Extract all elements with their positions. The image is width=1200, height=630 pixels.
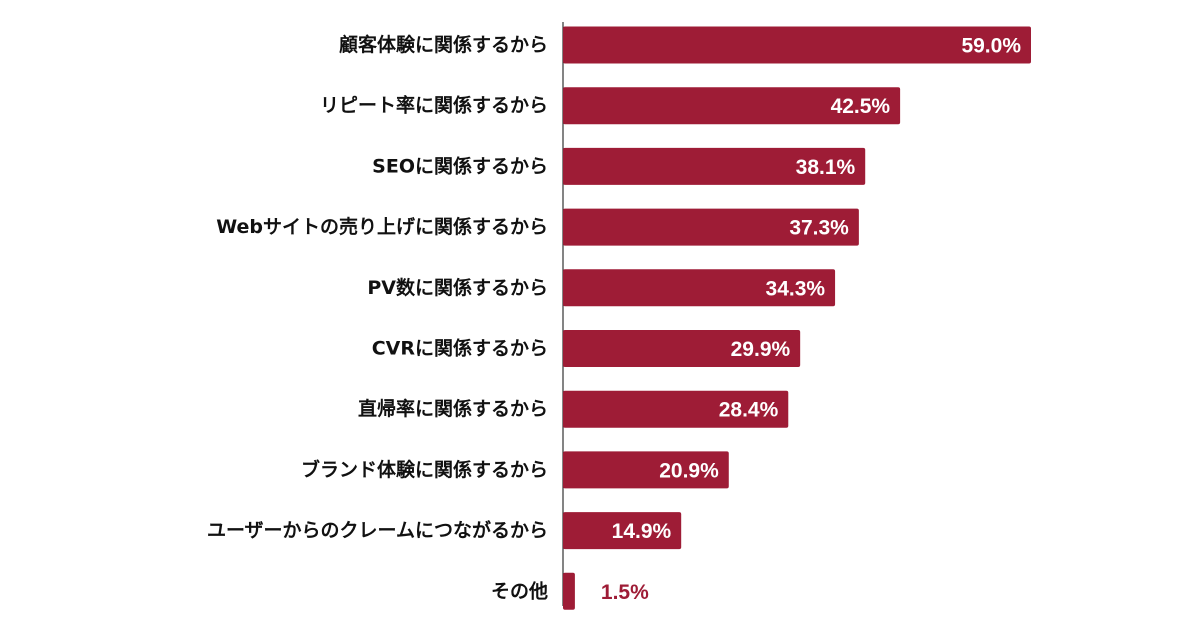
value-label: 1.5%: [601, 581, 649, 604]
category-label: 直帰率に関係するから: [358, 397, 548, 420]
bar: [563, 87, 901, 125]
bar: [563, 26, 1031, 64]
category-label: ブランド体験に関係するから: [301, 458, 548, 481]
category-label: Webサイトの売り上げに関係するから: [216, 215, 548, 238]
value-label: 20.9%: [659, 459, 719, 482]
bar: [563, 451, 729, 489]
category-label: PV数に関係するから: [367, 276, 548, 299]
bar: [563, 512, 682, 550]
category-label: SEOに関係するから: [372, 154, 548, 177]
value-label: 42.5%: [831, 95, 891, 118]
bar: [563, 390, 789, 428]
value-label: 38.1%: [796, 156, 856, 179]
category-label: リピート率に関係するから: [320, 94, 548, 117]
value-label: 59.0%: [961, 35, 1021, 58]
category-label: ユーザーからのクレームにつながるから: [207, 519, 548, 542]
bar: [563, 147, 866, 185]
bar: [563, 330, 801, 367]
value-label: 14.9%: [612, 520, 672, 543]
value-label: 28.4%: [719, 399, 779, 422]
bar: [563, 572, 575, 610]
value-label: 34.3%: [766, 277, 826, 300]
bar: [563, 269, 836, 307]
category-label: 顧客体験に関係するから: [339, 33, 548, 56]
value-label: 29.9%: [731, 338, 791, 361]
category-label: CVRに関係するから: [372, 337, 548, 360]
value-label: 37.3%: [789, 217, 849, 240]
category-label: その他: [491, 579, 548, 602]
bar: [563, 208, 859, 246]
